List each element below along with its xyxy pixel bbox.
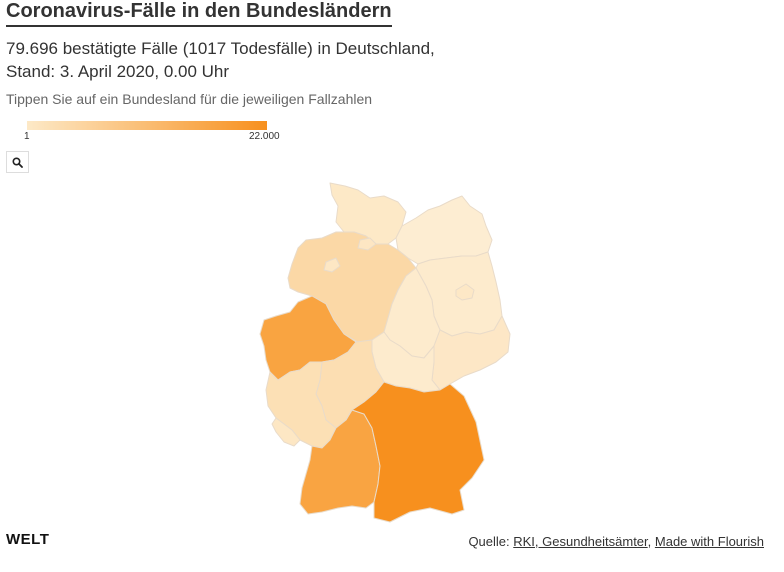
chart-subtitle: 79.696 bestätigte Fälle (1017 Todesfälle… <box>6 37 435 83</box>
source-credit: Quelle: RKI, Gesundheitsämter, Made with… <box>468 534 764 549</box>
source-link-rki[interactable]: RKI, Gesundheitsämter <box>513 534 648 549</box>
region-hamburg[interactable] <box>357 237 377 251</box>
legend-max-label: 22.000 <box>249 131 280 142</box>
instruction-note: Tippen Sie auf ein Bundesland für die je… <box>6 91 373 107</box>
subtitle-line-1: 79.696 bestätigte Fälle (1017 Todesfälle… <box>6 39 435 58</box>
source-link-flourish[interactable]: Made with Flourish <box>654 534 764 549</box>
search-icon <box>12 156 23 168</box>
region-bremen[interactable] <box>323 257 341 273</box>
region-schleswig-holstein[interactable] <box>329 182 407 245</box>
region-saarland[interactable] <box>271 417 301 447</box>
region-mecklenburg-vorpommern[interactable] <box>395 195 493 265</box>
region-bayern[interactable] <box>345 381 485 523</box>
source-separator: , <box>647 534 655 549</box>
color-legend: 1 22.000 <box>24 121 284 145</box>
legend-min-label: 1 <box>24 131 30 142</box>
search-button[interactable] <box>6 151 29 173</box>
legend-gradient <box>27 121 267 130</box>
subtitle-line-2: Stand: 3. April 2020, 0.00 Uhr <box>6 62 230 81</box>
region-berlin[interactable] <box>455 283 475 301</box>
welt-logo: WELT <box>6 531 50 548</box>
chart-title: Coronavirus-Fälle in den Bundesländern <box>6 0 392 27</box>
source-prefix: Quelle: <box>468 534 514 549</box>
